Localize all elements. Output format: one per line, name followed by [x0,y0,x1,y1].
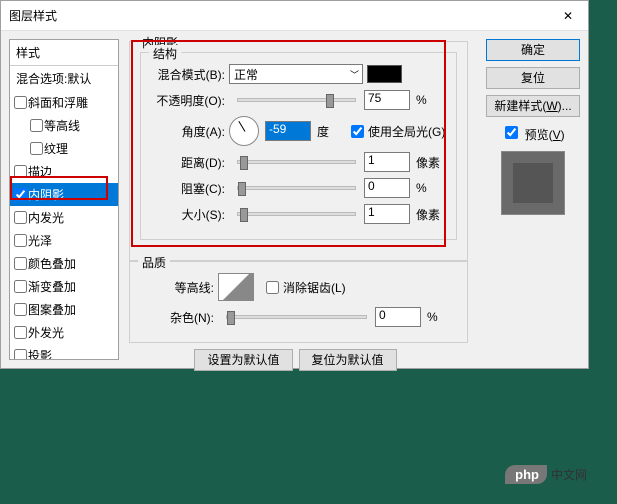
new-style-button[interactable]: 新建样式(W)... [486,95,580,117]
sidebar-checkbox-8[interactable] [14,280,27,293]
main-panel: 内阴影 结构 混合模式(B): 正常 不透明度(O): 75 % [119,31,478,368]
sidebar-item-label: 描边 [28,163,52,180]
ok-button[interactable]: 确定 [486,39,580,61]
blend-mode-label: 混合模式(B): [151,66,229,83]
sidebar-item-2[interactable]: 纹理 [10,137,118,160]
global-light-label: 使用全局光(G) [368,123,445,140]
size-input[interactable]: 1 [364,204,410,224]
sidebar-item-11[interactable]: 投影 [10,344,118,360]
sidebar-item-4[interactable]: 内阴影 [10,183,118,206]
quality-group: 品质 等高线: 消除锯齿(L) 杂色(N): 0 % [129,261,468,343]
preview-swatch [501,151,565,215]
antialias-checkbox[interactable] [266,281,279,294]
cancel-button[interactable]: 复位 [486,67,580,89]
blend-mode-combo[interactable]: 正常 [229,64,363,84]
sidebar-checkbox-11[interactable] [14,349,27,360]
sidebar-checkbox-2[interactable] [30,142,43,155]
angle-dial[interactable] [229,116,259,146]
sidebar-item-label: 等高线 [44,117,80,134]
preview-checkbox[interactable] [505,126,518,139]
opacity-input[interactable]: 75 [364,90,410,110]
choke-label: 阻塞(C): [151,180,229,197]
distance-label: 距离(D): [151,154,229,171]
structure-group: 结构 混合模式(B): 正常 不透明度(O): 75 % 角度(A): [140,52,457,240]
right-column: 确定 复位 新建样式(W)... 预览(V) [478,31,588,368]
sidebar-item-0[interactable]: 斜面和浮雕 [10,91,118,114]
styles-sidebar: 样式 混合选项:默认 斜面和浮雕等高线纹理描边内阴影内发光光泽颜色叠加渐变叠加图… [9,39,119,360]
choke-unit: % [416,181,446,195]
size-unit: 像素 [416,206,446,223]
distance-input[interactable]: 1 [364,152,410,172]
close-button[interactable] [548,1,588,31]
sidebar-item-label: 斜面和浮雕 [28,94,88,111]
structure-title: 结构 [149,45,181,62]
titlebar: 图层样式 [1,1,588,31]
sidebar-item-10[interactable]: 外发光 [10,321,118,344]
reset-default-button[interactable]: 复位为默认值 [299,349,397,371]
sidebar-item-label: 纹理 [44,140,68,157]
sidebar-checkbox-7[interactable] [14,257,27,270]
angle-label: 角度(A): [151,123,229,140]
set-default-button[interactable]: 设置为默认值 [194,349,292,371]
angle-input[interactable]: -59 [265,121,311,141]
sidebar-item-5[interactable]: 内发光 [10,206,118,229]
sidebar-item-1[interactable]: 等高线 [10,114,118,137]
sidebar-checkbox-4[interactable] [14,188,27,201]
sidebar-item-label: 渐变叠加 [28,278,76,295]
contour-picker[interactable] [218,273,254,301]
sidebar-item-label: 投影 [28,347,52,360]
sidebar-checkbox-10[interactable] [14,326,27,339]
section-inner-shadow: 内阴影 结构 混合模式(B): 正常 不透明度(O): 75 % [129,41,468,261]
noise-input[interactable]: 0 [375,307,421,327]
sidebar-item-label: 内发光 [28,209,64,226]
watermark: php 中文网 [505,465,587,484]
sidebar-checkbox-6[interactable] [14,234,27,247]
opacity-unit: % [416,93,446,107]
sidebar-item-9[interactable]: 图案叠加 [10,298,118,321]
noise-unit: % [427,310,457,324]
distance-unit: 像素 [416,154,446,171]
shadow-color-swatch[interactable] [367,65,402,83]
global-light-checkbox[interactable] [351,125,364,138]
choke-input[interactable]: 0 [364,178,410,198]
sidebar-checkbox-1[interactable] [30,119,43,132]
blend-options-item[interactable]: 混合选项:默认 [10,66,118,91]
antialias-label: 消除锯齿(L) [283,279,346,296]
sidebar-item-8[interactable]: 渐变叠加 [10,275,118,298]
sidebar-header: 样式 [10,40,118,66]
preview-label: 预览(V) [525,128,565,142]
watermark-text: 中文网 [551,466,587,483]
sidebar-item-label: 外发光 [28,324,64,341]
php-badge: php [505,465,547,484]
sidebar-item-label: 光泽 [28,232,52,249]
choke-slider[interactable] [237,186,356,190]
sidebar-checkbox-5[interactable] [14,211,27,224]
noise-label: 杂色(N): [140,309,218,326]
distance-slider[interactable] [237,160,356,164]
sidebar-item-label: 图案叠加 [28,301,76,318]
angle-unit: 度 [317,123,347,140]
sidebar-item-3[interactable]: 描边 [10,160,118,183]
size-slider[interactable] [237,212,356,216]
sidebar-item-7[interactable]: 颜色叠加 [10,252,118,275]
contour-label: 等高线: [140,279,218,296]
sidebar-checkbox-9[interactable] [14,303,27,316]
opacity-label: 不透明度(O): [151,92,229,109]
sidebar-item-label: 内阴影 [28,186,64,203]
quality-title: 品质 [138,254,170,271]
sidebar-item-6[interactable]: 光泽 [10,229,118,252]
noise-slider[interactable] [226,315,367,319]
size-label: 大小(S): [151,206,229,223]
sidebar-item-label: 颜色叠加 [28,255,76,272]
layer-style-dialog: 图层样式 样式 混合选项:默认 斜面和浮雕等高线纹理描边内阴影内发光光泽颜色叠加… [0,0,589,369]
dialog-title: 图层样式 [9,7,548,24]
opacity-slider[interactable] [237,98,356,102]
sidebar-checkbox-3[interactable] [14,165,27,178]
sidebar-checkbox-0[interactable] [14,96,27,109]
